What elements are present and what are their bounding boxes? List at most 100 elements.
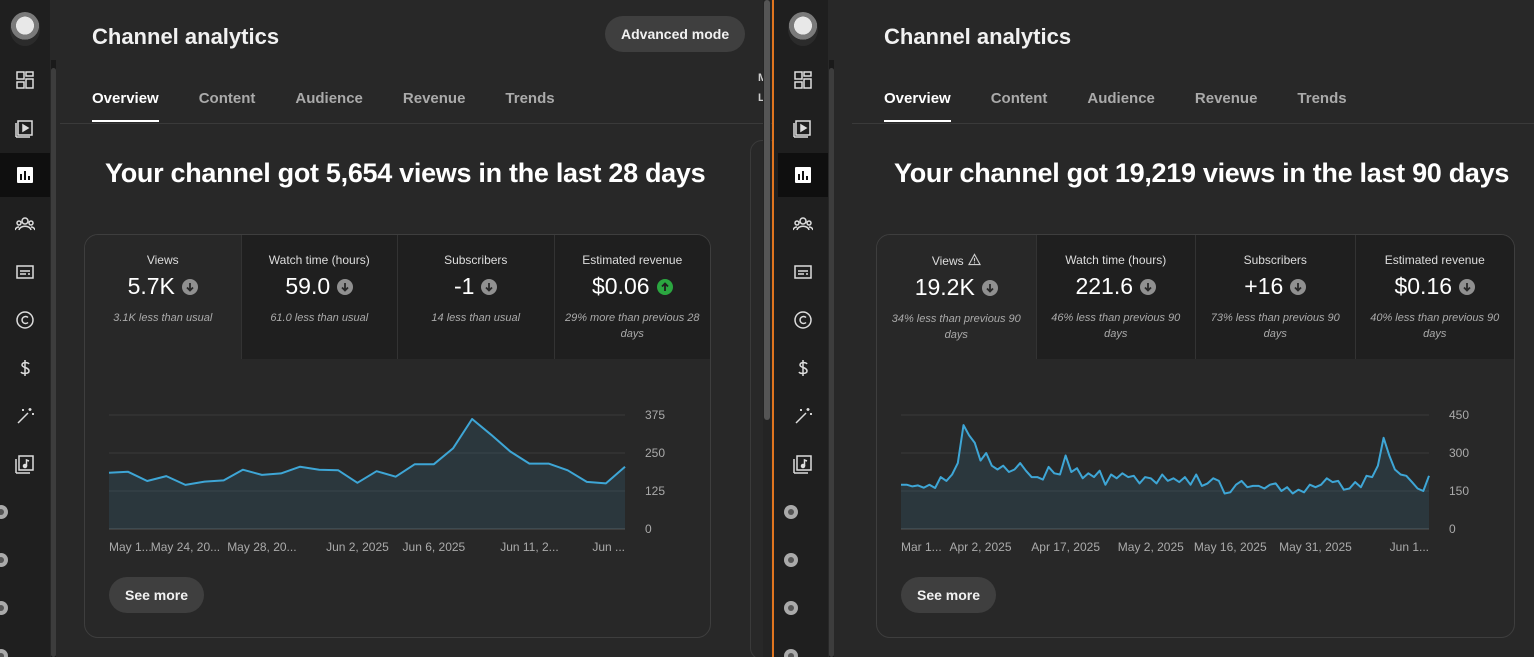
arrow-down-icon [337, 278, 354, 295]
y-tick-label: 0 [1449, 522, 1456, 536]
metric-watch-time[interactable]: Watch time (hours) 59.0 61.0 less than u… [241, 235, 398, 359]
metric-value-row: $0.16 [1394, 273, 1476, 300]
tabs-divider [852, 123, 1534, 124]
copyright-icon[interactable] [0, 298, 50, 342]
metric-value-row: +16 [1244, 273, 1307, 300]
right-pane: Channel analytics Overview Content Audie… [778, 0, 1534, 657]
see-more-button[interactable]: See more [109, 577, 205, 613]
metric-value: 5.7K [127, 273, 175, 299]
y-tick-label: 300 [1449, 446, 1469, 460]
community-icon[interactable] [0, 202, 50, 246]
metric-subscribers[interactable]: Subscribers -1 14 less than usual [398, 235, 555, 359]
subtitles-icon[interactable] [0, 250, 50, 294]
see-more-button[interactable]: See more [901, 577, 997, 613]
copyright-icon[interactable] [778, 298, 828, 342]
audio-library-icon[interactable] [778, 442, 828, 486]
tab-revenue[interactable]: Revenue [1194, 90, 1258, 107]
metric-label: Views [146, 253, 179, 267]
realtime-card [750, 140, 772, 657]
x-tick-label: May 24, 20... [151, 540, 220, 554]
arrow-up-icon [656, 278, 673, 295]
x-tick-label: May 31, 2025 [1279, 540, 1352, 554]
metric-value: -1 [454, 273, 475, 299]
arrow-down-icon [181, 278, 198, 295]
views-series-line[interactable] [901, 424, 1430, 495]
mini-avatar-icon[interactable] [784, 601, 798, 615]
mini-avatar-icon[interactable] [784, 649, 798, 657]
tab-overview[interactable]: Overview [92, 80, 159, 122]
mini-avatar-icon[interactable] [0, 553, 8, 567]
tab-content[interactable]: Content [198, 90, 256, 107]
tab-revenue[interactable]: Revenue [402, 90, 466, 107]
metric-revenue[interactable]: Estimated revenue $0.06 29% more than pr… [554, 235, 710, 359]
metric-revenue[interactable]: Estimated revenue $0.16 40% less than pr… [1355, 235, 1514, 359]
tab-audience[interactable]: Audience [1087, 90, 1155, 107]
x-tick-label: May 16, 2025 [1194, 540, 1267, 554]
metric-label: Estimated revenue [1384, 253, 1485, 267]
realtime-card-edge: M L [758, 68, 767, 108]
y-tick-label: 375 [645, 408, 665, 422]
subtitles-icon[interactable] [778, 250, 828, 294]
earn-icon[interactable] [0, 346, 50, 390]
dashboard-icon[interactable] [778, 58, 828, 102]
edge-letter: L [758, 92, 765, 104]
metric-note: 61.0 less than usual [270, 312, 369, 324]
metric-value: $0.16 [1394, 273, 1453, 299]
earn-icon[interactable] [778, 346, 828, 390]
metric-value: +16 [1244, 273, 1284, 299]
metric-value: 221.6 [1075, 273, 1134, 299]
tab-content[interactable]: Content [990, 90, 1048, 107]
tab-overview[interactable]: Overview [884, 80, 951, 122]
metric-note: 46% less than previous 90 days [1051, 312, 1181, 340]
left-side-rail [0, 0, 50, 657]
metric-value-row: 19.2K [915, 274, 998, 301]
metric-note: 73% less than previous 90 days [1210, 312, 1340, 340]
headline: Your channel got 19,219 views in the las… [894, 158, 1510, 188]
advanced-mode-button[interactable]: Advanced mode [605, 16, 746, 52]
arrow-down-icon [1140, 278, 1157, 295]
metric-tabs: Views 5.7K 3.1K less than usual Watch ti… [85, 235, 710, 359]
tab-trends[interactable]: Trends [505, 90, 555, 107]
metric-views[interactable]: Views 19.2K 34% less than previous 90 da… [877, 235, 1037, 359]
channel-avatar[interactable] [788, 12, 818, 46]
key-metrics-card: Views 5.7K 3.1K less than usual Watch ti… [84, 234, 711, 638]
warning-icon[interactable] [964, 253, 981, 268]
y-tick-label: 125 [645, 484, 665, 498]
mini-avatar-icon[interactable] [784, 505, 798, 519]
x-tick-label: Apr 2, 2025 [949, 540, 1011, 554]
metric-tabs: Views 19.2K 34% less than previous 90 da… [877, 235, 1514, 359]
metric-views[interactable]: Views 5.7K 3.1K less than usual [85, 235, 242, 359]
window-divider[interactable] [772, 0, 778, 657]
x-tick-label: Jun 2, 2025 [326, 540, 389, 554]
y-tick-label: 150 [1449, 484, 1469, 498]
content-icon[interactable] [778, 106, 828, 150]
customization-icon[interactable] [0, 394, 50, 438]
views-series-line[interactable] [108, 418, 626, 486]
metric-watch-time[interactable]: Watch time (hours) 221.6 46% less than p… [1036, 235, 1196, 359]
audio-library-icon[interactable] [0, 442, 50, 486]
rail-scrollbar[interactable] [829, 60, 834, 657]
metric-note: 3.1K less than usual [113, 312, 213, 324]
analytics-icon[interactable] [0, 153, 50, 197]
mini-avatar-icon[interactable] [0, 649, 8, 657]
mini-avatar-icon[interactable] [0, 601, 8, 615]
channel-avatar[interactable] [10, 12, 40, 46]
right-content: Channel analytics Overview Content Audie… [852, 0, 1534, 657]
metric-subscribers[interactable]: Subscribers +16 73% less than previous 9… [1196, 235, 1356, 359]
content-icon[interactable] [0, 106, 50, 150]
left-pane-scrollbar[interactable] [763, 0, 771, 657]
analytics-icon[interactable] [778, 153, 828, 197]
tab-trends[interactable]: Trends [1297, 90, 1347, 107]
tab-audience[interactable]: Audience [295, 90, 363, 107]
customization-icon[interactable] [778, 394, 828, 438]
rail-scrollbar[interactable] [51, 60, 56, 657]
y-tick-label: 0 [645, 522, 652, 536]
dashboard-icon[interactable] [0, 58, 50, 102]
metric-value-row: 221.6 [1075, 273, 1157, 300]
page-title: Channel analytics [92, 24, 280, 49]
metric-label: Watch time (hours) [268, 253, 370, 267]
mini-avatar-icon[interactable] [784, 553, 798, 567]
community-icon[interactable] [778, 202, 828, 246]
mini-avatar-icon[interactable] [0, 505, 8, 519]
